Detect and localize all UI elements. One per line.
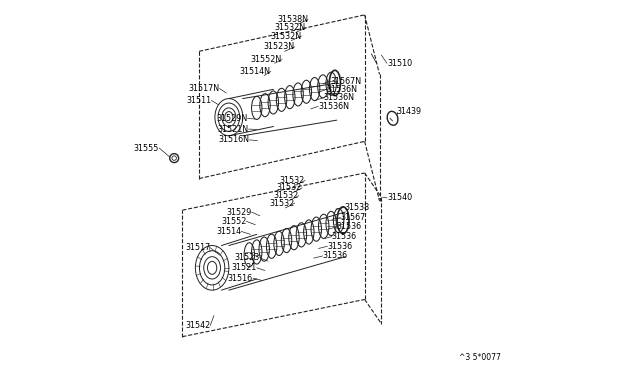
Text: 31521: 31521 bbox=[232, 263, 257, 272]
Text: 31536: 31536 bbox=[337, 222, 362, 231]
Text: 31540: 31540 bbox=[387, 193, 412, 202]
Text: 31516N: 31516N bbox=[218, 135, 250, 144]
Text: 31532: 31532 bbox=[277, 183, 302, 192]
Text: 31555: 31555 bbox=[134, 144, 159, 153]
Text: 31532: 31532 bbox=[269, 199, 294, 208]
Text: 31521N: 31521N bbox=[218, 125, 248, 134]
Text: 31439: 31439 bbox=[397, 107, 422, 116]
Text: 31511: 31511 bbox=[186, 96, 211, 105]
Text: 31567N: 31567N bbox=[330, 77, 362, 86]
Text: 31542: 31542 bbox=[185, 321, 211, 330]
Text: 31514N: 31514N bbox=[240, 67, 271, 76]
Text: 31532: 31532 bbox=[280, 176, 305, 185]
Text: 31536: 31536 bbox=[328, 242, 353, 251]
Text: 31510: 31510 bbox=[387, 59, 412, 68]
Text: 31532N: 31532N bbox=[275, 23, 306, 32]
Text: 31532: 31532 bbox=[273, 191, 299, 200]
Text: 31567: 31567 bbox=[340, 213, 365, 222]
Text: 31514: 31514 bbox=[216, 227, 241, 236]
Text: 31536N: 31536N bbox=[326, 85, 358, 94]
Text: 31529: 31529 bbox=[226, 208, 252, 217]
Text: 31517: 31517 bbox=[185, 243, 211, 252]
Text: 31536: 31536 bbox=[332, 232, 357, 241]
Text: 31552N: 31552N bbox=[251, 55, 282, 64]
Text: 31552: 31552 bbox=[221, 217, 246, 226]
Text: ^3 5*0077: ^3 5*0077 bbox=[459, 353, 501, 362]
Text: 31536N: 31536N bbox=[323, 93, 354, 102]
Text: 31532N: 31532N bbox=[270, 32, 301, 41]
Text: 31536: 31536 bbox=[323, 251, 348, 260]
Text: 31523N: 31523N bbox=[264, 42, 294, 51]
Text: 31523: 31523 bbox=[234, 253, 260, 262]
Text: 31529N: 31529N bbox=[216, 114, 248, 123]
Text: 31538N: 31538N bbox=[277, 15, 308, 24]
Text: 31516: 31516 bbox=[228, 274, 253, 283]
Text: 31538: 31538 bbox=[344, 203, 369, 212]
Text: 31517N: 31517N bbox=[188, 84, 220, 93]
Text: 31536N: 31536N bbox=[318, 102, 349, 111]
